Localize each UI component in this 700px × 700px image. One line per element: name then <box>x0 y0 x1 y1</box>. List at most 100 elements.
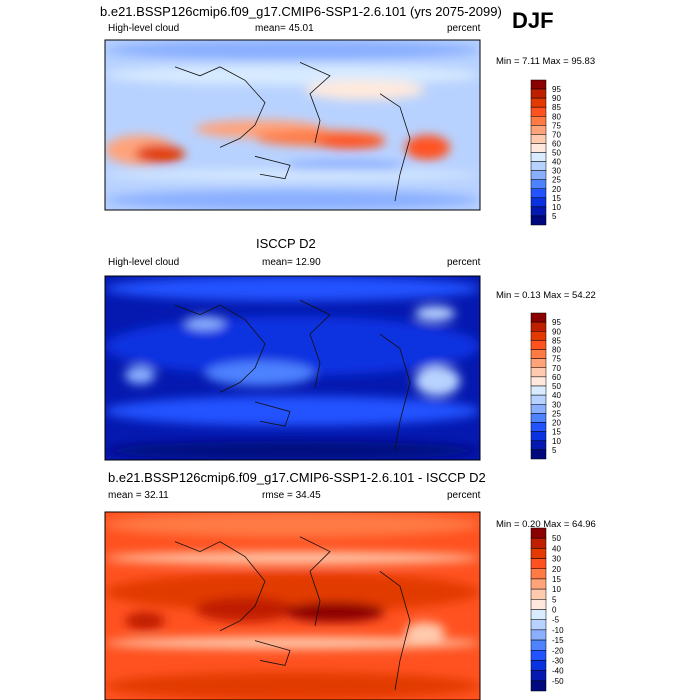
colorbar-box <box>530 188 547 199</box>
panel3-units: percent <box>447 490 481 501</box>
field-region <box>125 366 155 384</box>
coastline <box>254 401 291 427</box>
colorbar-box <box>530 170 547 180</box>
field-region <box>105 190 480 210</box>
panel1-title: b.e21.BSSP126cmip6.f09_g17.CMIP6-SSP1-2.… <box>100 4 502 19</box>
field-region <box>285 602 385 622</box>
colorbar-box <box>530 650 547 661</box>
field-region <box>185 316 225 330</box>
colorbar-tick-label: 30 <box>552 400 561 409</box>
field-region <box>285 160 405 172</box>
colorbar-box <box>530 527 547 539</box>
colorbar-tick-label: 90 <box>552 94 561 103</box>
colorbar-tick-label: 40 <box>552 158 561 167</box>
colorbar-tick-label: 95 <box>552 318 561 327</box>
colorbar-box <box>530 599 547 610</box>
colorbar-tick-label: 15 <box>552 194 561 203</box>
colorbar-tick-label: 50 <box>552 382 561 391</box>
panel2-title: ISCCP D2 <box>256 236 316 251</box>
panel2-units: percent <box>447 257 481 268</box>
coastline <box>379 93 411 202</box>
field-region <box>105 552 480 564</box>
colorbar-box <box>530 619 547 631</box>
colorbar-tick-label: 85 <box>552 103 561 112</box>
field-region <box>105 170 480 180</box>
panel3-rmse: rmse = 34.45 <box>262 490 321 501</box>
colorbar-box <box>530 568 547 580</box>
field-region <box>105 572 480 612</box>
colorbar-tick-label: 70 <box>552 364 561 373</box>
panel3-minmax: Min = 0.20 Max = 64.96 <box>496 519 596 530</box>
colorbar-box <box>530 404 547 414</box>
field-region <box>105 276 480 301</box>
coastline <box>174 541 266 632</box>
colorbar-tick-label: 5 <box>552 212 557 221</box>
colorbar-box <box>530 537 547 549</box>
panel3-title: b.e21.BSSP126cmip6.f09_g17.CMIP6-SSP1-2.… <box>108 470 486 485</box>
colorbar-box <box>530 125 547 135</box>
coastline <box>174 304 266 393</box>
colorbar-box <box>530 79 547 90</box>
colorbar-box <box>530 660 547 671</box>
field-region <box>205 361 315 386</box>
colorbar-tick-label: 70 <box>552 130 561 139</box>
colorbar-tick-label: 90 <box>552 327 561 336</box>
colorbar-tick-label: 30 <box>552 167 561 176</box>
colorbar-box <box>530 321 547 332</box>
field-region <box>105 65 480 85</box>
colorbar-box <box>530 97 547 108</box>
colorbar-tick-label: 25 <box>552 409 561 418</box>
colorbar-tick-label: -10 <box>552 626 564 635</box>
colorbar-box <box>530 161 547 171</box>
map-panel-3 <box>105 512 480 700</box>
field-region <box>105 512 480 537</box>
field-region <box>305 80 425 100</box>
colorbar-box <box>530 349 547 359</box>
field-region <box>105 316 480 376</box>
panel2-variable: High-level cloud <box>108 257 180 268</box>
colorbar-tick-label: 85 <box>552 336 561 345</box>
colorbar-tick-label: 20 <box>552 565 561 574</box>
colorbar-box <box>530 106 547 117</box>
colorbar-box <box>530 629 547 641</box>
colorbar-tick-label: 20 <box>552 185 561 194</box>
colorbar-tick-label: -30 <box>552 656 564 665</box>
field-region <box>405 622 445 642</box>
colorbar-box <box>530 116 547 126</box>
colorbar-tick-label: 75 <box>552 121 561 130</box>
colorbar-tick-label: 25 <box>552 176 561 185</box>
map-frame <box>104 39 481 211</box>
colorbar-tick-label: 0 <box>552 606 557 615</box>
colorbar-box <box>530 206 547 217</box>
map-frame <box>104 275 481 461</box>
colorbar-box <box>530 670 547 682</box>
colorbar-tick-label: 5 <box>552 446 557 455</box>
field-region <box>105 637 480 649</box>
colorbar-box <box>530 340 547 350</box>
colorbar-tick-label: -15 <box>552 636 564 645</box>
colorbar-box <box>530 331 547 341</box>
map-panel-1 <box>105 40 480 210</box>
colorbar-tick-label: 80 <box>552 112 561 121</box>
colorbar-box <box>530 312 547 323</box>
colorbar-box <box>530 88 547 99</box>
field-region <box>105 441 480 460</box>
colorbar-box <box>530 431 547 441</box>
colorbar-tick-label: -5 <box>552 616 560 625</box>
field-region <box>125 612 165 630</box>
panel1-mean: mean= 45.01 <box>255 23 314 34</box>
field-region <box>105 40 480 60</box>
coastline <box>379 571 411 691</box>
colorbar-box <box>530 197 547 208</box>
panel2-minmax: Min = 0.13 Max = 54.22 <box>496 290 596 301</box>
colorbar-box <box>530 558 547 569</box>
season-label: DJF <box>512 8 554 33</box>
panel1-minmax: Min = 7.11 Max = 95.83 <box>496 56 596 67</box>
field-region <box>415 306 455 321</box>
colorbar-tick-label: 15 <box>552 428 561 437</box>
field-region <box>105 396 480 426</box>
colorbar-box <box>530 440 547 451</box>
